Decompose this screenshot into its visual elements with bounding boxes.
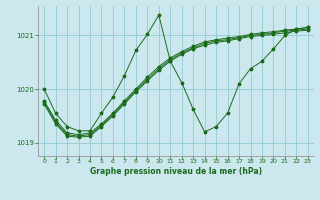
X-axis label: Graphe pression niveau de la mer (hPa): Graphe pression niveau de la mer (hPa) [90,167,262,176]
